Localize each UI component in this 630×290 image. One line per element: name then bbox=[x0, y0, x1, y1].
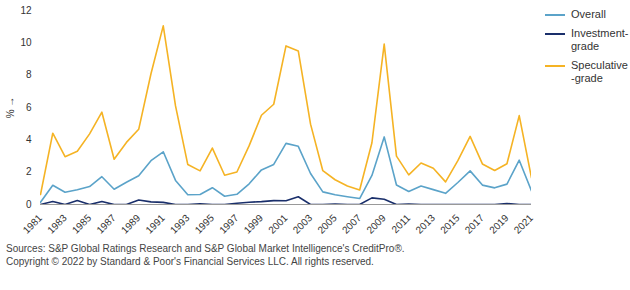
svg-text:2001: 2001 bbox=[266, 212, 290, 236]
svg-text:2007: 2007 bbox=[340, 212, 364, 236]
html-text:Investment-grade: Investment-grade bbox=[571, 27, 629, 52]
svg-text:2015: 2015 bbox=[438, 212, 462, 236]
svg-text:1985: 1985 bbox=[70, 212, 94, 236]
svg-text:2017: 2017 bbox=[463, 212, 487, 236]
svg-text:2013: 2013 bbox=[413, 212, 437, 236]
svg-text:0: 0 bbox=[26, 199, 32, 210]
html-text:Copyright © 2022 by Standard &: Copyright © 2022 by Standard & Poor's Fi… bbox=[6, 256, 374, 267]
svg-text:1989: 1989 bbox=[119, 212, 143, 236]
svg-text:2003: 2003 bbox=[291, 212, 315, 236]
svg-text:1981: 1981 bbox=[21, 212, 45, 236]
svg-text:2011: 2011 bbox=[389, 212, 412, 235]
svg-text:4: 4 bbox=[26, 134, 32, 145]
svg-text:2019: 2019 bbox=[487, 212, 511, 236]
svg-text:1993: 1993 bbox=[168, 212, 192, 236]
html-text:Overall: Overall bbox=[571, 8, 606, 20]
svg-text:2: 2 bbox=[26, 166, 32, 177]
svg-text:1987: 1987 bbox=[94, 212, 118, 236]
html-text:Speculative-grade: Speculative-grade bbox=[571, 59, 628, 84]
svg-text:2005: 2005 bbox=[315, 212, 339, 236]
svg-text:8: 8 bbox=[26, 69, 32, 80]
svg-text:1997: 1997 bbox=[217, 212, 241, 236]
svg-text:6: 6 bbox=[26, 102, 32, 113]
svg-text:1999: 1999 bbox=[242, 212, 266, 236]
svg-text:% →: % → bbox=[5, 97, 16, 119]
svg-text:2009: 2009 bbox=[364, 212, 388, 236]
svg-text:2021: 2021 bbox=[512, 212, 536, 236]
svg-text:1983: 1983 bbox=[45, 212, 69, 236]
html-text:Sources: S&P Global Ratings Re: Sources: S&P Global Ratings Research and… bbox=[6, 243, 405, 254]
svg-text:10: 10 bbox=[20, 37, 32, 48]
svg-text:1995: 1995 bbox=[193, 212, 217, 236]
svg-text:12: 12 bbox=[20, 5, 32, 16]
svg-text:1991: 1991 bbox=[143, 212, 167, 236]
